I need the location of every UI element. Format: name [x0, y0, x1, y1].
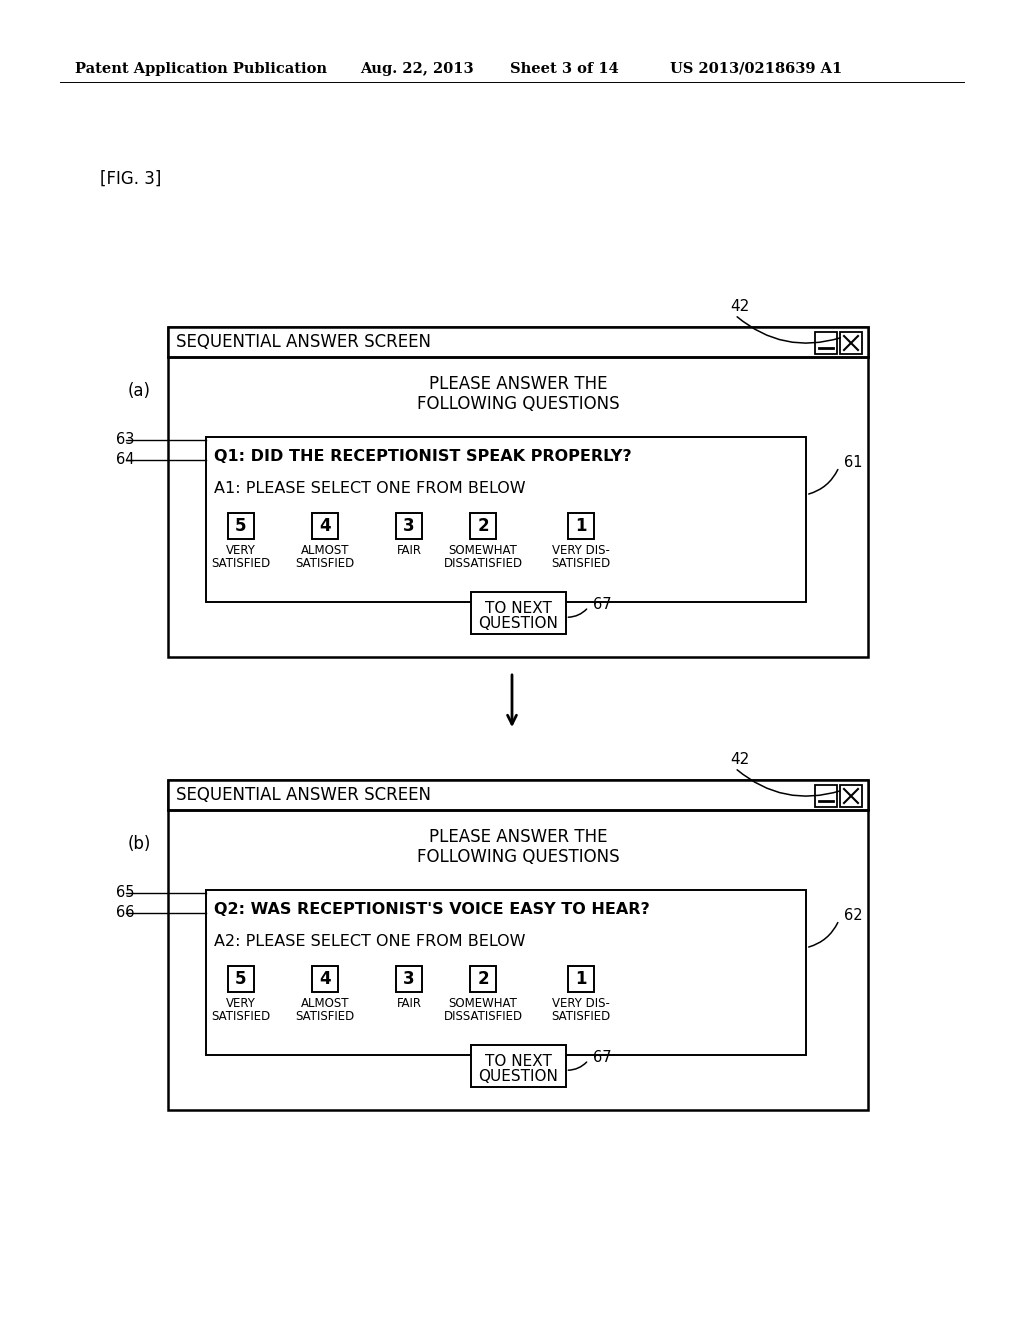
Text: SATISFIED: SATISFIED	[211, 557, 270, 570]
Bar	[312, 513, 338, 539]
Text: TO NEXT: TO NEXT	[484, 1053, 552, 1069]
Bar	[228, 966, 254, 993]
Text: FOLLOWING QUESTIONS: FOLLOWING QUESTIONS	[417, 847, 620, 866]
Text: SATISFIED: SATISFIED	[295, 557, 354, 570]
Bar	[206, 437, 806, 602]
Text: Patent Application Publication: Patent Application Publication	[75, 62, 327, 77]
Bar	[168, 327, 868, 356]
Text: 42: 42	[730, 752, 750, 767]
Text: SATISFIED: SATISFIED	[551, 557, 610, 570]
Text: 2: 2	[477, 970, 488, 987]
Bar	[228, 513, 254, 539]
Text: 5: 5	[236, 517, 247, 535]
Bar	[470, 966, 496, 993]
Text: SEQUENTIAL ANSWER SCREEN: SEQUENTIAL ANSWER SCREEN	[176, 785, 431, 804]
Text: Aug. 22, 2013: Aug. 22, 2013	[360, 62, 474, 77]
Bar	[206, 890, 806, 1055]
Text: FOLLOWING QUESTIONS: FOLLOWING QUESTIONS	[417, 395, 620, 413]
Text: SATISFIED: SATISFIED	[211, 1010, 270, 1023]
Text: VERY: VERY	[226, 544, 256, 557]
Text: TO NEXT: TO NEXT	[484, 601, 552, 616]
Text: ALMOST: ALMOST	[301, 997, 349, 1010]
Text: (b): (b)	[128, 836, 152, 853]
Text: SOMEWHAT: SOMEWHAT	[449, 544, 517, 557]
Bar	[168, 780, 868, 810]
Text: 4: 4	[319, 970, 331, 987]
Text: 3: 3	[403, 517, 415, 535]
Text: 5: 5	[236, 970, 247, 987]
Text: VERY: VERY	[226, 997, 256, 1010]
Bar	[568, 966, 594, 993]
Text: Q2: WAS RECEPTIONIST'S VOICE EASY TO HEAR?: Q2: WAS RECEPTIONIST'S VOICE EASY TO HEA…	[214, 902, 650, 917]
Bar	[312, 966, 338, 993]
Bar	[168, 327, 868, 657]
Text: (a): (a)	[128, 381, 151, 400]
Text: A2: PLEASE SELECT ONE FROM BELOW: A2: PLEASE SELECT ONE FROM BELOW	[214, 935, 525, 949]
Text: 63: 63	[116, 432, 134, 447]
Bar	[470, 1045, 565, 1086]
Text: VERY DIS-: VERY DIS-	[552, 544, 610, 557]
Text: SATISFIED: SATISFIED	[295, 1010, 354, 1023]
Text: DISSATISFIED: DISSATISFIED	[443, 1010, 522, 1023]
Bar	[396, 513, 422, 539]
Bar	[396, 966, 422, 993]
Text: 4: 4	[319, 517, 331, 535]
Text: PLEASE ANSWER THE: PLEASE ANSWER THE	[429, 828, 607, 846]
Text: A1: PLEASE SELECT ONE FROM BELOW: A1: PLEASE SELECT ONE FROM BELOW	[214, 480, 525, 496]
Bar	[815, 333, 837, 354]
Text: 62: 62	[844, 908, 862, 923]
Text: 1: 1	[575, 970, 587, 987]
Bar	[168, 780, 868, 1110]
Bar	[840, 785, 862, 807]
Text: Sheet 3 of 14: Sheet 3 of 14	[510, 62, 618, 77]
Bar	[568, 513, 594, 539]
Text: 65: 65	[116, 884, 134, 900]
Text: 3: 3	[403, 970, 415, 987]
Text: 66: 66	[116, 906, 134, 920]
Text: QUESTION: QUESTION	[478, 616, 558, 631]
Text: PLEASE ANSWER THE: PLEASE ANSWER THE	[429, 375, 607, 393]
Text: Q1: DID THE RECEPTIONIST SPEAK PROPERLY?: Q1: DID THE RECEPTIONIST SPEAK PROPERLY?	[214, 449, 632, 465]
Text: VERY DIS-: VERY DIS-	[552, 997, 610, 1010]
Text: 67: 67	[594, 597, 612, 612]
Text: SATISFIED: SATISFIED	[551, 1010, 610, 1023]
Text: 67: 67	[594, 1049, 612, 1065]
Text: FAIR: FAIR	[396, 997, 422, 1010]
Text: 2: 2	[477, 517, 488, 535]
Text: FAIR: FAIR	[396, 544, 422, 557]
Bar	[470, 591, 565, 634]
Text: ALMOST: ALMOST	[301, 544, 349, 557]
Text: 64: 64	[116, 451, 134, 467]
Bar	[815, 785, 837, 807]
Bar	[840, 333, 862, 354]
Text: SOMEWHAT: SOMEWHAT	[449, 997, 517, 1010]
Bar	[470, 513, 496, 539]
Text: QUESTION: QUESTION	[478, 1069, 558, 1084]
Text: 61: 61	[844, 455, 862, 470]
Text: 42: 42	[730, 300, 750, 314]
Text: [FIG. 3]: [FIG. 3]	[100, 170, 162, 187]
Text: SEQUENTIAL ANSWER SCREEN: SEQUENTIAL ANSWER SCREEN	[176, 333, 431, 351]
Text: US 2013/0218639 A1: US 2013/0218639 A1	[670, 62, 843, 77]
Text: DISSATISFIED: DISSATISFIED	[443, 557, 522, 570]
Text: 1: 1	[575, 517, 587, 535]
